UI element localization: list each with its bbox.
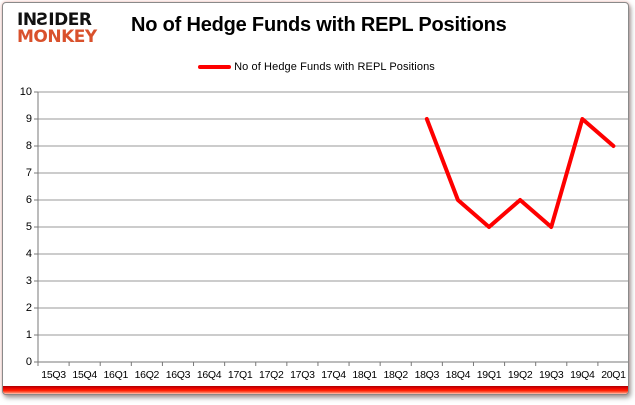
y-tick-label: 0: [25, 355, 32, 368]
logo-line-monkey: MONKEY: [17, 26, 97, 47]
x-tick-label: 18Q2: [383, 369, 408, 381]
x-tick-label: 19Q3: [538, 369, 564, 381]
series-line: [424, 117, 616, 229]
legend: No of Hedge Funds with REPL Positions: [3, 60, 628, 74]
chart-card: INƧIDER MONKEY No of Hedge Funds with RE…: [2, 2, 629, 395]
y-tick-label: 3: [25, 274, 32, 287]
x-tick-label: 17Q1: [227, 369, 253, 381]
y-tick-label: 10: [19, 85, 32, 98]
x-tick-label: 17Q3: [290, 369, 315, 381]
x-tick-label: 20Q1: [601, 369, 626, 381]
x-tick-label: 15Q3: [41, 369, 66, 381]
x-tick-label: 19Q1: [476, 369, 502, 381]
x-tick-label: 19Q2: [507, 369, 533, 381]
x-tick-label: 16Q4: [196, 369, 222, 381]
x-tick-label: 18Q3: [414, 369, 440, 381]
logo-line-insider: INƧIDER: [17, 10, 92, 30]
y-tick-label: 5: [25, 220, 32, 233]
x-tick-label: 16Q3: [165, 369, 191, 381]
bottom-accent-bar: [3, 386, 628, 394]
y-tick-label: 1: [25, 328, 32, 341]
y-tick-label: 9: [25, 112, 32, 125]
y-tick-label: 4: [25, 247, 32, 260]
y-tick-label: 8: [25, 139, 32, 152]
x-tick-label: 16Q2: [134, 369, 160, 381]
y-tick-label: 6: [25, 193, 32, 206]
insider-monkey-logo: INƧIDER MONKEY: [17, 12, 97, 45]
plot-area: [34, 91, 628, 366]
x-tick-label: 19Q4: [570, 369, 595, 381]
x-tick-label: 17Q4: [321, 369, 346, 381]
y-tick-label: 2: [25, 301, 32, 314]
chart-title: No of Hedge Funds with REPL Positions: [131, 14, 507, 36]
x-tick-label: 17Q2: [259, 369, 284, 381]
legend-label: No of Hedge Funds with REPL Positions: [234, 61, 435, 73]
line-chart-svg: [34, 91, 628, 366]
y-tick-label: 7: [25, 166, 32, 179]
x-tick-label: 16Q1: [103, 369, 129, 381]
x-tick-label: 15Q4: [72, 369, 97, 381]
x-tick-label: 18Q4: [445, 369, 471, 381]
legend-line-swatch: [198, 65, 232, 69]
x-tick-label: 18Q1: [352, 369, 377, 381]
